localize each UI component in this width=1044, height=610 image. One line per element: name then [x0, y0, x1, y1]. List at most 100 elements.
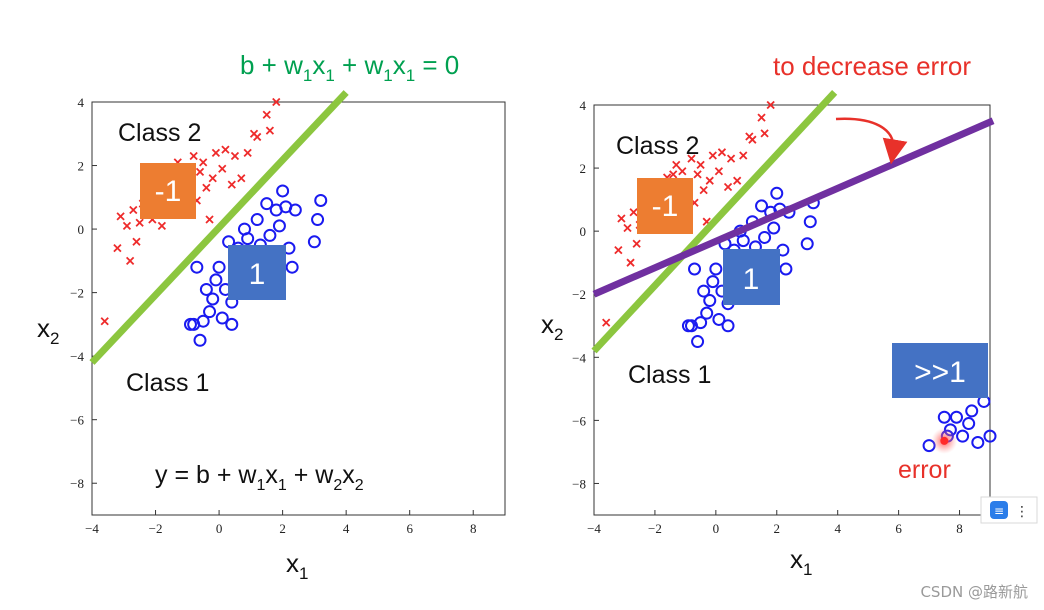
y-tick-label: −2: [70, 286, 84, 301]
right-y-axis-label: x2: [541, 309, 563, 344]
class1-point: [250, 213, 264, 227]
class1-point: [755, 199, 769, 213]
class1-point: [199, 282, 213, 296]
class2-point: [199, 158, 208, 167]
class2-point: [672, 160, 681, 170]
y-tick-label: −8: [70, 476, 84, 491]
class2-point: [696, 160, 705, 170]
y-tick-label: 0: [78, 222, 85, 237]
class1-point: [691, 335, 705, 349]
translate-icon-glyph: ≡: [994, 504, 1004, 518]
shifted-boundary-line: [592, 117, 995, 298]
y-tick-label: 2: [580, 161, 587, 176]
class2-point: [262, 110, 271, 119]
class2-point: [243, 148, 252, 157]
class1-point: [215, 311, 229, 325]
class1-point: [779, 262, 793, 276]
class2-point: [272, 97, 281, 107]
class1-point: [307, 235, 321, 249]
right-negative-class-box: [637, 178, 693, 234]
class1-point: [688, 262, 702, 276]
boundary-equation: b + w1x1 + w1x1 = 0: [240, 50, 459, 85]
class2-point: [205, 215, 214, 224]
class1-point: [288, 203, 302, 217]
class1-point: [956, 429, 970, 443]
left-y-axis-label: x2: [37, 313, 59, 348]
class1-point: [684, 319, 698, 333]
class1-point: [983, 429, 997, 443]
x-tick-label: 8: [956, 521, 963, 536]
class1-point: [712, 312, 726, 326]
class2-point: [739, 151, 748, 160]
far-positive-class-box: [892, 343, 988, 398]
left-axis-ticks: −4 −2 0 2 4 6 8 4 2 0 −2 −4 −6 −8: [70, 95, 476, 536]
class2-point: [237, 174, 246, 183]
far-positive-class-label: >>1: [914, 356, 966, 389]
class2-point: [714, 167, 724, 176]
class1-point: [962, 417, 976, 431]
class2-point: [699, 186, 708, 195]
right-plot-frame: [593, 104, 991, 516]
x-tick-label: −4: [587, 521, 601, 536]
class2-point: [202, 183, 211, 192]
class2-point: [122, 221, 132, 231]
class2-point: [693, 170, 702, 179]
class2-point: [733, 176, 742, 185]
class1-point: [212, 260, 226, 274]
error-point: [940, 436, 949, 445]
class2-point: [726, 154, 736, 163]
y-tick-label: 4: [78, 95, 85, 110]
class2-point: [227, 180, 236, 189]
class1-point: [949, 410, 963, 424]
class1-point: [260, 197, 274, 211]
class2-point: [211, 148, 221, 157]
class2-point: [748, 135, 757, 144]
x-tick-label: 0: [216, 521, 223, 536]
class1-point: [225, 317, 239, 331]
class2-point: [253, 132, 262, 142]
class1-point: [190, 260, 204, 274]
x-tick-label: −2: [149, 521, 163, 536]
x-tick-label: 4: [834, 521, 841, 536]
x-tick-label: 2: [774, 521, 781, 536]
left-positive-class-label: 1: [249, 258, 266, 291]
y-tick-label: 2: [78, 159, 85, 174]
class2-point: [632, 239, 641, 248]
class2-point: [195, 167, 205, 177]
left-class1-label: Class 1: [126, 369, 209, 397]
class2-point: [602, 318, 611, 327]
left-class2-label: Class 2: [118, 119, 201, 147]
translate-icon[interactable]: [990, 501, 1008, 519]
class2-point: [208, 174, 217, 183]
more-options-icon[interactable]: ⋮: [1015, 504, 1029, 520]
watermark: CSDN @路新航: [920, 583, 1028, 601]
class1-point: [965, 404, 979, 418]
class2-point: [125, 256, 135, 265]
right-x-axis-label: x1: [790, 544, 812, 579]
x-tick-label: 4: [343, 521, 350, 536]
class1-point: [206, 292, 220, 306]
x-tick-label: 8: [470, 521, 477, 536]
left-negative-class-label: -1: [155, 175, 182, 208]
y-tick-label: −8: [572, 476, 586, 491]
class2-point: [626, 258, 635, 267]
decrease-error-annotation: to decrease error: [773, 51, 971, 81]
left-positive-class-box: [228, 245, 286, 300]
x-tick-label: 0: [713, 521, 720, 536]
class2-point: [669, 170, 678, 179]
class2-point: [717, 148, 727, 157]
class2-point: [116, 212, 125, 221]
class2-point: [100, 317, 109, 326]
class2-point: [687, 154, 696, 163]
class1-point: [241, 232, 255, 246]
class1-point: [803, 215, 817, 229]
class1-point: [187, 317, 201, 331]
class2-point: [723, 182, 733, 192]
class1-point: [276, 184, 290, 198]
y-tick-label: 4: [580, 98, 587, 113]
y-tick-label: −2: [572, 287, 586, 302]
class2-point: [760, 129, 769, 138]
toolbar-widget[interactable]: ≡ ⋮: [980, 496, 1038, 524]
